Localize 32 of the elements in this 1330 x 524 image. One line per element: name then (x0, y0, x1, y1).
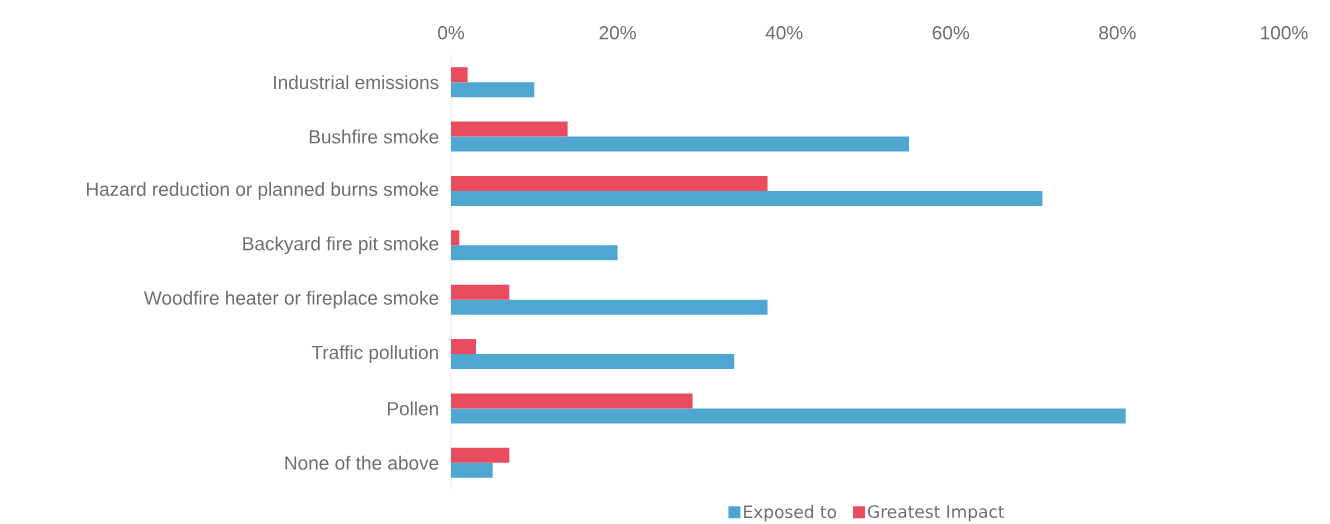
bar (451, 136, 910, 152)
x-tick-label: 40% (765, 26, 803, 40)
y-tick-label: Traffic pollution (311, 345, 438, 363)
bar (451, 393, 693, 409)
bar (451, 175, 768, 191)
bar (451, 447, 510, 463)
legend-label: Exposed to (744, 505, 837, 522)
legend-label: Greatest Impact (867, 505, 1005, 522)
bar (451, 339, 476, 355)
y-tick-label: Woodfire heater or fireplace smoke (143, 290, 439, 309)
bar (451, 284, 510, 300)
bar (451, 121, 568, 137)
y-tick-label: Bushfire smoke (309, 129, 439, 144)
x-tick-label: 20% (599, 26, 636, 40)
bar (451, 245, 618, 261)
y-tick-label: None of the above (285, 455, 439, 470)
bar (451, 67, 468, 83)
y-tick-label: Hazard reduction or planned burns smoke (86, 182, 439, 200)
bar (451, 299, 768, 315)
x-tick-label: 0% (438, 26, 465, 40)
bar (451, 190, 1043, 206)
y-tick-label: Backyard fire pit smoke (243, 236, 439, 255)
x-tick-label: 60% (932, 26, 970, 40)
bar (451, 354, 735, 370)
y-tick-label: Industrial emissions (274, 75, 439, 90)
y-tick-label: Pollen (387, 401, 438, 416)
bar (451, 462, 493, 478)
x-tick-label: 80% (1099, 26, 1136, 40)
bar (451, 408, 1126, 424)
bar (451, 230, 460, 246)
bar (451, 82, 535, 98)
x-tick-label: 100% (1261, 26, 1308, 40)
